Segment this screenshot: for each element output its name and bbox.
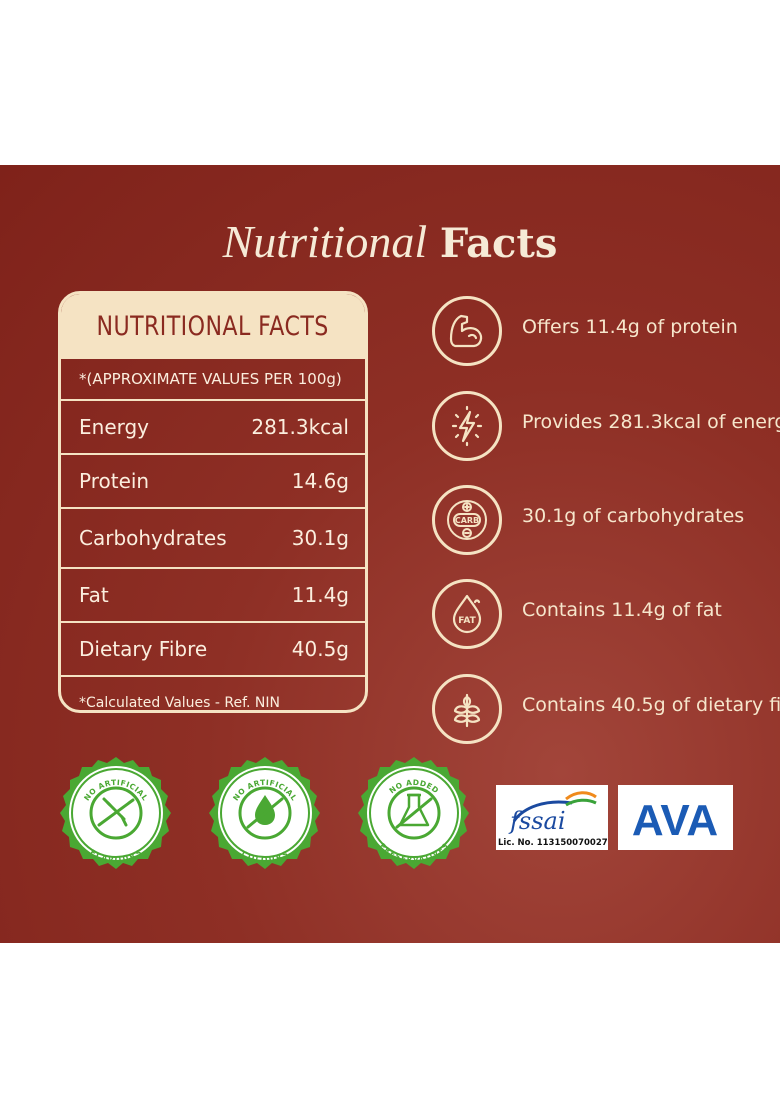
feature-energy: Provides 281.3kcal of energy (432, 391, 780, 465)
title-bold: Facts (439, 220, 558, 267)
feature-fat: FAT Contains 11.4g of fat (432, 579, 772, 653)
fssai-logo: fssai Lic. No. 11315007002793 (496, 785, 620, 850)
carb-icon: CARB (432, 485, 502, 555)
row-value: 11.4g (291, 583, 349, 607)
drop-crossed-icon (246, 795, 284, 829)
badge-no-artificial-colours: NO ARTIFICIAL COLOURS (203, 755, 327, 879)
table-row-carbohydrates: Carbohydrates 30.1g (61, 509, 365, 569)
row-value: 14.6g (291, 469, 349, 493)
leaf-sprout-icon (432, 674, 502, 744)
feature-text: Offers 11.4g of protein (522, 316, 738, 338)
feature-text: Contains 11.4g of fat (522, 599, 722, 621)
ava-logo: AVA (618, 785, 733, 850)
flask-crossed-icon (395, 793, 433, 829)
table-row-protein: Protein 14.6g (61, 455, 365, 509)
dropper-crossed-icon (97, 797, 135, 827)
feature-dietary-fibre: Contains 40.5g of dietary fibre (432, 674, 780, 748)
row-label: Dietary Fibre (79, 637, 208, 661)
nutrition-table: NUTRITIONAL FACTS *(APPROXIMATE VALUES P… (58, 291, 368, 713)
badge-no-artificial-flavours: NO ARTIFICIAL FLAVOURS (54, 755, 178, 879)
row-label: Fat (79, 583, 109, 607)
fat-drop-icon: FAT (432, 579, 502, 649)
table-header: NUTRITIONAL FACTS (61, 294, 365, 359)
row-value: 30.1g (291, 526, 349, 550)
row-label: Carbohydrates (79, 526, 227, 550)
svg-text:FAT: FAT (458, 616, 476, 626)
table-footnote: *Calculated Values - Ref. NIN (79, 695, 281, 711)
table-row-fat: Fat 11.4g (61, 569, 365, 623)
row-value: 40.5g (291, 637, 349, 661)
table-row-dietary-fibre: Dietary Fibre 40.5g (61, 623, 365, 677)
svg-text:CARB: CARB (455, 516, 479, 525)
lightning-bolt-icon (432, 391, 502, 461)
feature-text: Provides 281.3kcal of energy (522, 411, 780, 433)
row-label: Energy (79, 415, 150, 439)
title-italic: Nutritional (222, 216, 428, 267)
table-header-label: NUTRITIONAL FACTS (96, 311, 330, 342)
page-title: Nutritional Facts (0, 213, 780, 272)
feature-protein: Offers 11.4g of protein (432, 296, 772, 370)
svg-text:AVA: AVA (632, 796, 718, 845)
row-label: Protein (79, 469, 150, 493)
table-subheader: *(APPROXIMATE VALUES PER 100g) (61, 359, 365, 401)
feature-carbohydrates: CARB 30.1g of carbohydrates (432, 485, 772, 559)
flexed-arm-icon (432, 296, 502, 366)
row-value: 281.3kcal (251, 415, 349, 439)
svg-text:Lic. No. 11315007002793: Lic. No. 11315007002793 (498, 838, 608, 848)
svg-text:fssai: fssai (508, 807, 566, 835)
table-row-energy: Energy 281.3kcal (61, 401, 365, 455)
nutrition-panel: Nutritional Facts NUTRITIONAL FACTS *(AP… (0, 165, 780, 943)
feature-text: 30.1g of carbohydrates (522, 505, 745, 527)
badge-no-added-preservatives: NO ADDED PRESERVATIVES (352, 755, 476, 879)
feature-text: Contains 40.5g of dietary fibre (522, 694, 780, 716)
